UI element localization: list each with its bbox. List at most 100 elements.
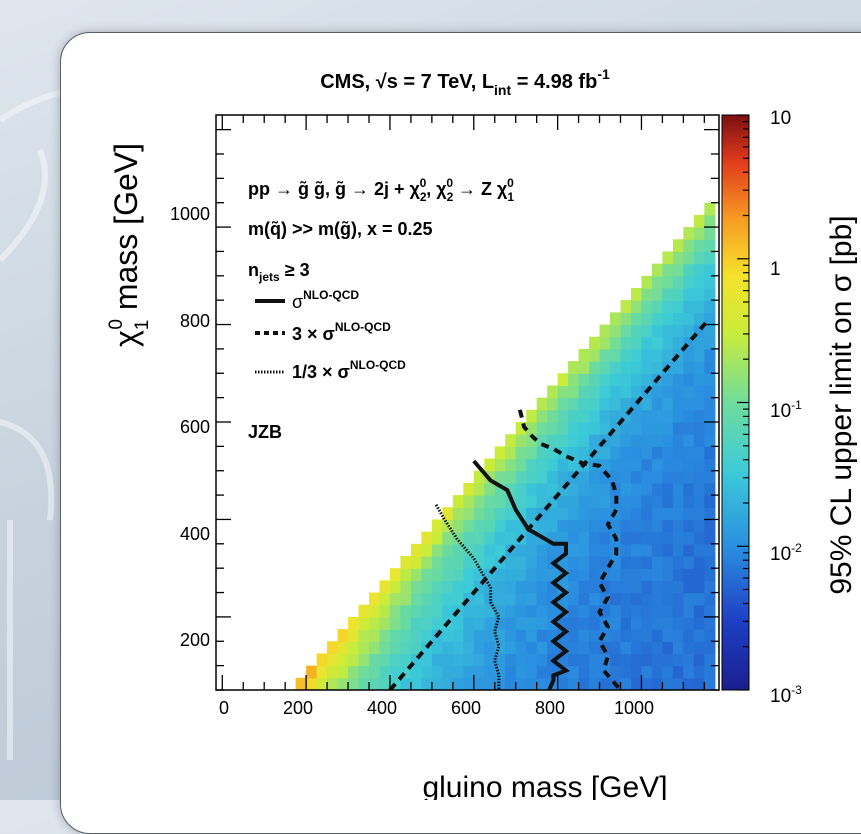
heatmap-cell <box>704 202 716 216</box>
heatmap-cell <box>526 531 538 545</box>
heatmap-cell <box>369 629 381 642</box>
heatmap-cell <box>672 482 684 496</box>
heatmap-cell <box>662 616 674 630</box>
heatmap-cell <box>484 495 496 508</box>
heatmap-cell <box>337 665 349 679</box>
heatmap-cell <box>672 409 684 423</box>
heatmap-cell <box>683 275 695 289</box>
heatmap-cell <box>672 616 684 630</box>
heatmap-cell <box>536 482 548 496</box>
heatmap-cell <box>463 616 475 630</box>
heatmap-cell <box>704 287 716 301</box>
heatmap-cell <box>348 677 360 690</box>
contour-solid <box>472 459 571 690</box>
heatmap-cell <box>672 470 684 484</box>
heatmap-cell <box>620 556 632 569</box>
heatmap-cell <box>610 629 622 642</box>
x-tick-label: 1000 <box>614 698 654 718</box>
heatmap-cell <box>704 336 716 350</box>
heatmap-cell <box>683 616 695 630</box>
heatmap-cell <box>473 568 485 581</box>
heatmap-cell <box>463 604 475 618</box>
heatmap-cell <box>473 616 485 630</box>
y-axis-label: χ10 mass [GeV] <box>106 143 153 347</box>
heatmap-cell <box>704 263 716 277</box>
heatmap-cell <box>620 397 632 411</box>
heatmap-cell <box>651 324 664 338</box>
heatmap-cell <box>683 653 695 667</box>
heatmap-cell <box>431 592 443 606</box>
heatmap-cell <box>526 641 538 655</box>
heatmap-cell <box>568 385 580 399</box>
heatmap-cell <box>704 458 716 472</box>
heatmap-cell <box>599 324 611 338</box>
heatmap-cell <box>610 556 622 569</box>
heatmap-cell <box>494 446 506 460</box>
heatmap-cell <box>693 519 705 533</box>
heatmap-cell <box>599 495 611 508</box>
heatmap-cell <box>641 409 653 423</box>
heatmap-cell <box>662 482 674 496</box>
heatmap-cell <box>610 446 622 460</box>
heatmap-cell <box>651 312 664 326</box>
heatmap-cell <box>421 568 433 581</box>
heatmap-cell <box>704 324 716 338</box>
heatmap-cell <box>431 519 443 533</box>
heatmap-cell <box>337 629 349 642</box>
heatmap-cell <box>547 397 559 411</box>
heatmap-cell <box>452 556 464 569</box>
heatmap-cell <box>547 446 559 460</box>
heatmap-cell <box>672 507 684 521</box>
heatmap-cell <box>589 507 601 521</box>
heatmap-cell <box>693 458 705 472</box>
heatmap-cell <box>431 604 443 618</box>
color-bar-tick-label: 10-2 <box>770 541 802 565</box>
heatmap-cell <box>526 653 538 667</box>
heatmap-cell <box>662 300 674 313</box>
heatmap-cell <box>704 665 716 679</box>
heatmap-cell <box>410 543 422 557</box>
heatmap-cell <box>620 543 632 557</box>
heatmap-cell <box>536 580 548 594</box>
heatmap-cell <box>389 592 402 606</box>
heatmap-cell <box>568 616 580 630</box>
heatmap-cell <box>630 361 643 374</box>
heatmap-cell <box>505 507 517 521</box>
heatmap-cell <box>589 677 601 690</box>
heatmap-cell <box>672 677 684 690</box>
heatmap-cell <box>547 592 559 606</box>
heatmap-cell <box>452 653 464 667</box>
heatmap-cell <box>578 434 590 447</box>
heatmap-cell <box>683 361 695 374</box>
heatmap-cell <box>431 556 443 569</box>
heatmap-cell <box>662 495 674 508</box>
heatmap-cell <box>484 604 496 618</box>
heatmap-cell <box>641 421 653 435</box>
heatmap-cell <box>672 397 684 411</box>
heatmap-cell <box>589 519 601 533</box>
heatmap-cell <box>693 495 705 508</box>
heatmap-cell <box>327 665 339 679</box>
heatmap-cell <box>568 446 580 460</box>
heatmap-cell <box>630 568 643 581</box>
heatmap-cell <box>568 556 580 569</box>
heatmap-cell <box>578 604 590 618</box>
x-tick-label: 600 <box>451 698 481 718</box>
heatmap-cell <box>536 641 548 655</box>
svg-text:1/3 × σNLO-QCD: 1/3 × σNLO-QCD <box>292 358 406 382</box>
heatmap-cell <box>526 458 538 472</box>
y-tick-label: 600 <box>180 417 210 437</box>
heatmap-cell <box>484 482 496 496</box>
heatmap-cell <box>651 287 664 301</box>
heatmap-cell <box>672 434 684 447</box>
heatmap-cell <box>463 519 475 533</box>
heatmap-cell <box>630 458 643 472</box>
heatmap-cell <box>641 592 653 606</box>
heatmap-cell <box>704 580 716 594</box>
heatmap-cell <box>379 641 391 655</box>
heatmap-cell <box>421 604 433 618</box>
heatmap-cell <box>672 629 684 642</box>
heatmap-cell <box>589 543 601 557</box>
heatmap-cell <box>578 507 590 521</box>
heatmap-cell <box>568 409 580 423</box>
